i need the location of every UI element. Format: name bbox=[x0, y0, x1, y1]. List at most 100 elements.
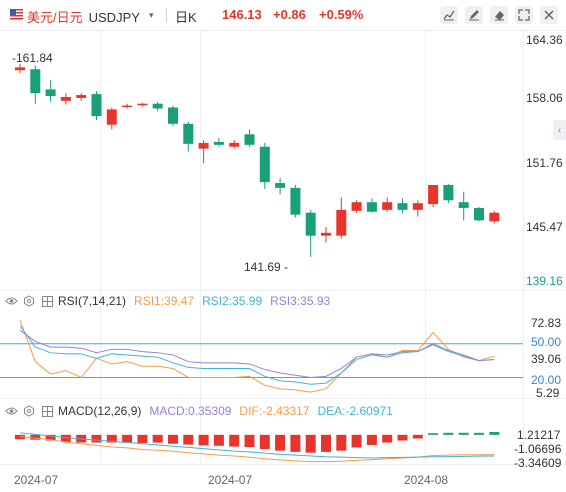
macd-histogram-bar bbox=[382, 434, 393, 443]
macd-histogram-bar bbox=[259, 434, 270, 450]
rsi-axis-label: 20.00 bbox=[531, 373, 562, 387]
date-label: 2024-07 bbox=[208, 473, 253, 487]
candle-body bbox=[122, 105, 133, 108]
macd-histogram-bar bbox=[91, 434, 102, 443]
divider bbox=[166, 8, 167, 22]
dea-line bbox=[19, 432, 495, 459]
us-flag-icon bbox=[10, 9, 23, 20]
macd-histogram-bar bbox=[45, 434, 56, 441]
rsi-axis-label: 50.00 bbox=[531, 335, 562, 349]
candle-body bbox=[428, 184, 439, 205]
candle-body bbox=[321, 232, 331, 236]
high-annotation: -161.84 bbox=[12, 51, 53, 65]
macd-histogram-bar bbox=[229, 434, 240, 447]
macd-histogram-bar bbox=[168, 434, 178, 444]
chevron-left-icon: ‹ bbox=[557, 124, 562, 136]
candle-body bbox=[183, 123, 194, 144]
rsi2-value: RSI2:35.99 bbox=[202, 294, 263, 308]
eye-icon[interactable] bbox=[4, 404, 18, 418]
rsi-axis-label: 5.29 bbox=[536, 386, 560, 400]
chart-type-icon[interactable] bbox=[440, 6, 458, 24]
macd-histogram-bar bbox=[321, 434, 331, 452]
high-marker: - bbox=[12, 51, 16, 65]
macd-histogram-bar bbox=[122, 434, 133, 443]
macd-histogram-bar bbox=[137, 434, 148, 443]
candles bbox=[15, 64, 500, 257]
candle-body bbox=[336, 209, 347, 236]
macd-histogram-bar bbox=[198, 434, 209, 446]
rsi3-value: RSI3:35.93 bbox=[270, 294, 331, 308]
candle-body bbox=[229, 142, 240, 147]
price-axis-label: 145.47 bbox=[526, 220, 563, 234]
macd-histogram-bar bbox=[351, 434, 362, 448]
eye-icon[interactable] bbox=[4, 294, 18, 308]
candle-body bbox=[366, 202, 377, 212]
macd-histogram-bar bbox=[336, 434, 347, 451]
candle-body bbox=[45, 89, 56, 97]
price-change: +0.86 bbox=[273, 7, 306, 22]
chevron-down-icon[interactable]: ▾ bbox=[149, 10, 154, 20]
macd-histogram-bar bbox=[183, 434, 194, 445]
dea-value: DEA:-2.60971 bbox=[317, 404, 393, 418]
candle-body bbox=[397, 203, 408, 210]
candle-body bbox=[489, 212, 500, 222]
rsi2-line bbox=[19, 325, 495, 385]
candle-body bbox=[213, 141, 224, 145]
rsi-header: RSI(7,14,21) RSI1:39.47 RSI2:35.99 RSI3:… bbox=[4, 293, 338, 309]
macd-axis-label: -1.06696 bbox=[514, 442, 562, 456]
period-selector[interactable]: 日K bbox=[175, 10, 197, 25]
rsi-axis-label: 72.83 bbox=[531, 316, 562, 330]
macd-histogram-bar bbox=[474, 432, 484, 435]
macd-axis-label: 1.21217 bbox=[517, 428, 561, 442]
candle-body bbox=[244, 134, 255, 145]
macd-histogram-bar bbox=[397, 434, 408, 441]
candle-body bbox=[474, 207, 484, 221]
settings-icon[interactable] bbox=[22, 404, 36, 418]
dif-line bbox=[19, 435, 495, 463]
low-value: 141.69 bbox=[244, 260, 281, 274]
macd-histogram-bar bbox=[443, 432, 454, 435]
grid-icon[interactable] bbox=[40, 294, 54, 308]
macd-histogram-bar bbox=[489, 431, 500, 435]
candle-body bbox=[412, 203, 423, 210]
pair-name: 美元/日元 bbox=[27, 10, 83, 25]
rsi-label: RSI(7,14,21) bbox=[58, 294, 127, 308]
close-icon[interactable] bbox=[540, 6, 558, 24]
candle-body bbox=[168, 107, 178, 124]
candle-body bbox=[198, 142, 209, 149]
fullscreen-icon[interactable] bbox=[515, 6, 533, 24]
last-price: 146.13 bbox=[222, 7, 262, 22]
candle-body bbox=[76, 95, 87, 98]
macd-histogram-bar bbox=[60, 434, 71, 442]
macd-label: MACD(12,26,9) bbox=[58, 404, 142, 418]
candle-body bbox=[443, 184, 454, 201]
rsi-panel bbox=[0, 319, 523, 393]
macd-histogram-bar bbox=[213, 434, 224, 446]
settings-icon[interactable] bbox=[22, 294, 36, 308]
symbol-selector[interactable]: 美元/日元 USDJPY bbox=[27, 7, 140, 26]
macd-axis-label: -3.34609 bbox=[514, 456, 562, 470]
pen-draw-icon[interactable] bbox=[465, 6, 483, 24]
candle-body bbox=[15, 67, 25, 71]
rsi3-line bbox=[19, 329, 495, 378]
grid-icon[interactable] bbox=[40, 404, 54, 418]
eraser-icon[interactable] bbox=[490, 6, 508, 24]
price-axis-label: 139.16 bbox=[526, 274, 563, 288]
macd-histogram-bar bbox=[152, 434, 163, 443]
macd-histogram-bar bbox=[244, 434, 255, 448]
candle-body bbox=[351, 202, 362, 211]
price-axis-label: 164.36 bbox=[526, 33, 563, 47]
dif-value: DIF:-2.43317 bbox=[239, 404, 310, 418]
candle-body bbox=[259, 146, 270, 183]
low-marker: - bbox=[280, 260, 289, 274]
rsi1-value: RSI1:39.47 bbox=[134, 294, 195, 308]
high-value: 161.84 bbox=[16, 51, 53, 65]
macd-histogram-bar bbox=[458, 432, 469, 435]
macd-histogram-bar bbox=[428, 433, 439, 435]
macd-histogram-bar bbox=[15, 434, 25, 440]
date-label: 2024-08 bbox=[404, 473, 449, 487]
collapse-axis-button[interactable]: ‹ bbox=[553, 120, 566, 140]
macd-header: MACD(12,26,9) MACD:0.35309 DIF:-2.43317 … bbox=[4, 403, 401, 419]
rsi-axis-label: 39.06 bbox=[531, 352, 562, 366]
